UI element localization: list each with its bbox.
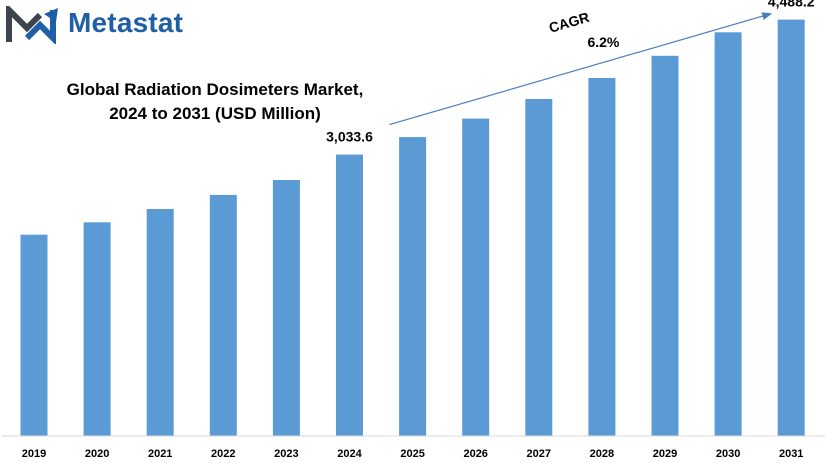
x-tick-label-2020: 2020 [85,448,109,460]
x-tick-label-2031: 2031 [779,448,803,460]
x-tick-label-2024: 2024 [337,448,362,460]
bar-2030 [714,32,742,437]
bar-2023 [272,180,300,436]
x-axis-tick-labels: 2019 2020 2021 2022 2023 2024 2025 2026 2027 2028… [22,448,804,460]
x-tick-label-2030: 2030 [716,448,740,460]
bar-2019 [20,234,48,436]
bar-2024 [336,154,363,436]
bar-2020 [83,222,111,436]
x-tick-label-2027: 2027 [527,448,551,460]
brand-logo: Metastat [6,4,226,44]
metastat-m-logo-icon [6,6,58,44]
chart-title: Global Radiation Dosimeters Market, 2024… [30,78,400,126]
bar-2022 [209,194,237,436]
bar-2021 [146,209,174,436]
x-tick-label-2028: 2028 [590,448,614,460]
x-tick-label-2019: 2019 [22,448,46,460]
data-label-2031: 4,488.2 [768,0,815,10]
bar-series [20,19,805,437]
bar-2026 [462,118,490,436]
data-labels: 3,033.6 4,488.2 [326,0,815,145]
bar-2027 [525,99,553,436]
x-tick-label-2029: 2029 [653,448,677,460]
x-tick-label-2026: 2026 [463,448,487,460]
x-tick-label-2022: 2022 [211,448,235,460]
chart-title-line-1: Global Radiation Dosimeters Market, [66,80,364,99]
cagr-arrow [389,12,773,126]
data-label-2024: 3,033.6 [326,129,373,145]
x-tick-label-2021: 2021 [148,448,172,460]
bar-2029 [651,55,679,437]
cagr-label: CAGR [547,9,591,36]
x-tick-label-2025: 2025 [400,448,424,460]
brand-name: Metastat [68,7,184,38]
bar-2025 [399,137,427,436]
x-tick-label-2023: 2023 [274,448,298,460]
cagr-value: 6.2% [587,34,619,50]
chart-title-line-2: 2024 to 2031 (USD Million) [109,104,321,123]
bar-2028 [588,78,616,436]
bar-2031 [777,19,805,436]
